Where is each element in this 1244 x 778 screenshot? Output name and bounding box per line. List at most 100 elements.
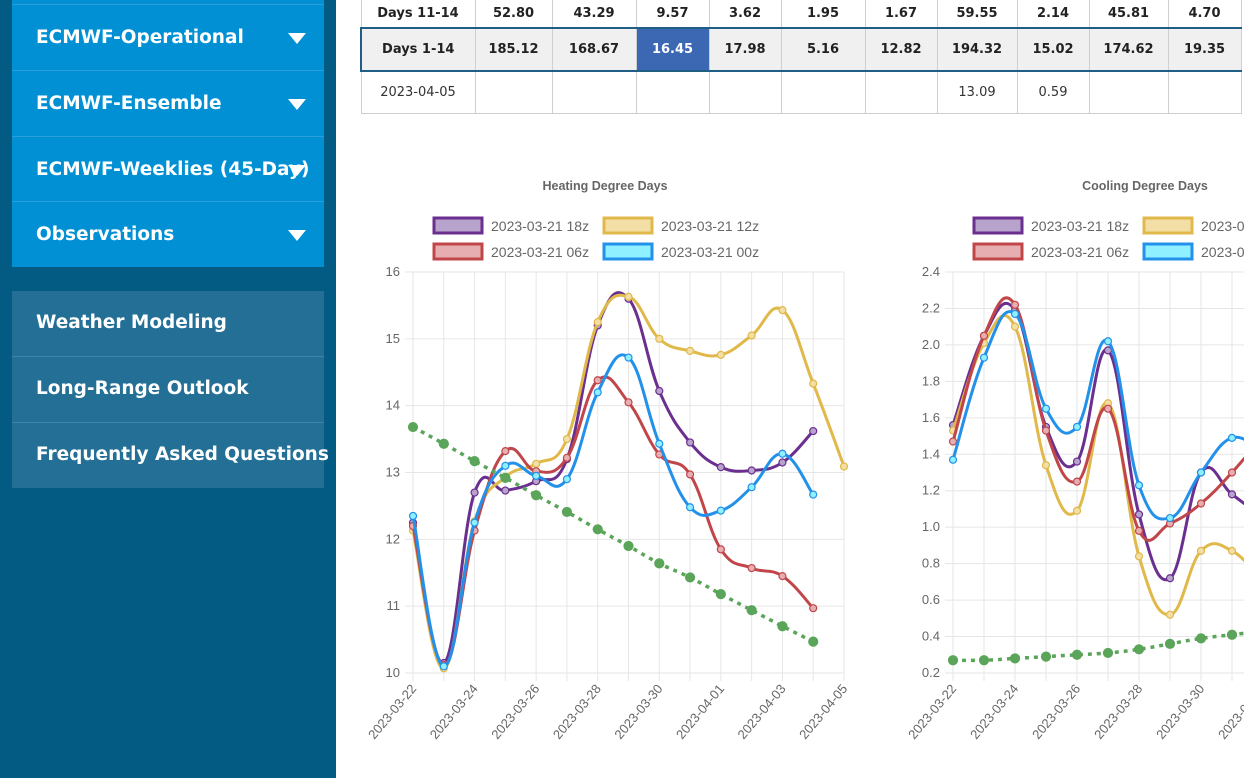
data-point [593,388,602,397]
normal-point [978,655,990,666]
table-cell: 0.59 [1016,70,1090,114]
y-tick-label: 12 [386,531,400,546]
menu-ecmwf-operational[interactable]: ECMWF-Operational [12,4,324,70]
normal-point [500,472,511,483]
data-point [1165,574,1175,583]
menu-label: ECMWF-Operational [36,27,244,48]
table-row-selected[interactable]: Days 1-14 185.12 168.67 16.45 17.98 5.16… [360,27,1242,72]
menu-ecmwf-ensemble[interactable]: ECMWF-Ensemble [12,70,324,136]
x-tick-label: 2023-04-05 [796,681,850,742]
data-point [1227,490,1237,499]
data-point [1227,546,1237,555]
table-cell [551,70,637,114]
data-point [1072,506,1082,515]
data-point [716,545,725,554]
menu-observations[interactable]: Observations [12,201,324,267]
y-tick-label: 13 [386,465,400,480]
data-point [716,506,725,515]
normal-point [1040,651,1052,662]
legend-swatch [432,242,484,261]
cdd-chart: Cooling Degree Days 2023-03-21 18z 2023-0 2… [890,170,1244,770]
table-cell: 43.29 [551,0,637,29]
data-point [685,470,695,479]
chart-title: Heating Degree Days [542,179,667,193]
normal-point [1071,649,1083,660]
y-tick-label: 1.0 [922,519,940,534]
legend-label: 2023-03-21 06z [491,244,589,260]
data-point [1165,513,1175,523]
data-point [501,447,510,456]
caret-down-icon [288,33,306,44]
data-point [1134,481,1144,490]
sidebar: ECMWF-Operational ECMWF-Ensemble ECMWF-W… [0,0,336,778]
y-tick-label: 0.2 [922,665,940,680]
caret-down-icon [288,230,306,241]
model-menu: ECMWF-Operational ECMWF-Ensemble ECMWF-W… [12,0,324,267]
legend-label: 2023-0 [1201,244,1244,260]
data-point [1010,300,1020,309]
data-point [809,490,818,499]
data-point [685,438,695,447]
data-point [1227,433,1237,442]
legend-swatch [972,216,1024,235]
data-point [948,437,958,446]
data-point [1196,468,1206,477]
table-cell [864,70,938,114]
normal-point [777,621,788,632]
legend-label: 2023-03-21 12z [661,218,759,234]
x-tick-label: 2023-03-24 [967,681,1021,742]
legend-label: 2023-0 [1201,218,1244,234]
normal-point [654,558,665,569]
table-cell: 185.12 [474,27,553,72]
normal-point [947,655,959,666]
link-long-range-outlook[interactable]: Long-Range Outlook [12,356,324,422]
series-line [411,353,815,668]
normal-point [684,572,696,583]
y-tick-label: 0.4 [922,629,940,644]
normal-point [1133,644,1145,655]
y-tick-label: 2.4 [922,264,940,279]
menu-label: ECMWF-Weeklies (45-Day) [36,159,310,180]
x-tick-label: 2023-04-01 [673,681,727,742]
highlighted-cell[interactable]: 16.45 [635,27,710,72]
legend-swatch [602,242,654,261]
data-point [747,483,756,492]
normal-point [592,524,603,535]
data-point [1010,322,1020,331]
table-cell: 17.98 [708,27,782,72]
data-point [1072,477,1082,486]
row-label: Days 1-14 [360,27,476,72]
x-tick-label: 2023-03-22 [365,681,419,742]
normal-point [808,636,819,647]
data-point [809,379,818,388]
data-point [1227,468,1237,477]
data-point [1010,309,1020,319]
data-point [809,426,818,436]
normal-point [561,506,573,518]
y-tick-label: 1.6 [922,410,940,425]
link-label: Weather Modeling [36,312,227,333]
data-point [624,353,633,362]
link-label: Long-Range Outlook [36,378,249,399]
link-faq[interactable]: Frequently Asked Questions [12,422,329,488]
data-point [1103,337,1113,346]
data-point [685,346,695,355]
table-cell: 174.62 [1088,27,1169,72]
normal-point [438,438,449,449]
table-cell: 45.81 [1088,0,1169,29]
row-label: Days 11-14 [360,0,476,29]
y-tick-label: 2.2 [922,300,940,315]
data-point [655,386,664,396]
link-weather-modeling[interactable]: Weather Modeling [12,291,324,357]
menu-ecmwf-weeklies[interactable]: ECMWF-Weeklies (45-Day) [12,136,324,202]
data-point [408,511,418,521]
normal-point [469,456,480,467]
y-tick-label: 0.6 [922,592,940,607]
caret-down-icon [288,165,306,176]
legend-swatch [432,216,484,235]
table-cell [708,70,782,114]
x-tick-label: 2023-03-30 [611,681,665,742]
x-tick-label: 2023-03-28 [1091,681,1145,742]
data-point [655,439,664,448]
normal-point [1195,633,1207,644]
